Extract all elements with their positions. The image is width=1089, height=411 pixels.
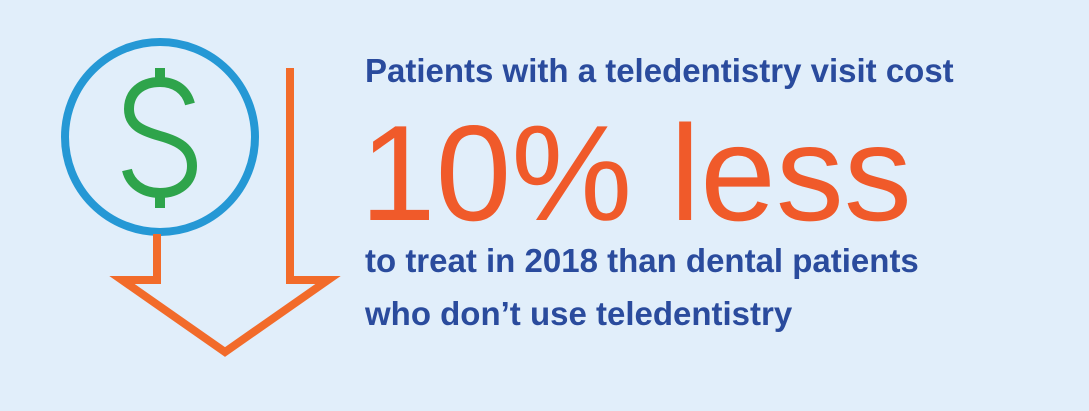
body-line-2: who don’t use teledentistry xyxy=(364,295,793,332)
coin-circle xyxy=(61,38,259,236)
intro-text: Patients with a teledentistry visit cost xyxy=(365,52,954,89)
highlight-text: 10% less xyxy=(360,97,912,249)
down-arrow xyxy=(109,68,341,357)
body-line-1: to treat in 2018 than dental patients xyxy=(365,242,919,279)
dollar-icon xyxy=(122,68,198,208)
